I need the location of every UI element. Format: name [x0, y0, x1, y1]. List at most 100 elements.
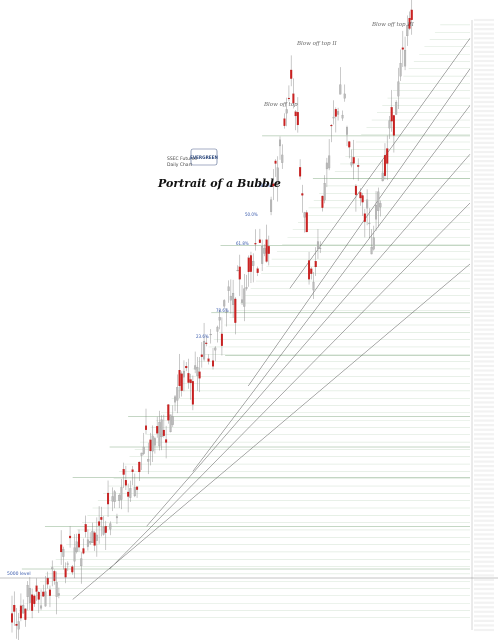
candle-body: [290, 69, 293, 79]
candle-body: [381, 172, 384, 182]
axis-tick-box: [474, 264, 494, 267]
candle-body: [24, 608, 27, 620]
candle-body: [111, 496, 114, 502]
candle-body: [11, 613, 14, 623]
candle-body: [107, 492, 110, 505]
axis-tick-box: [474, 474, 494, 477]
candle-body: [236, 270, 239, 272]
axis-tick-box: [474, 87, 494, 90]
candle-body: [223, 300, 226, 307]
candle-body: [238, 266, 241, 280]
candle-body: [95, 534, 98, 541]
candle-body: [82, 548, 85, 554]
trendlines: [72, 38, 471, 600]
axis-tick-box: [474, 114, 494, 117]
axis-tick-box: [474, 41, 494, 44]
candle-body: [343, 93, 346, 99]
axis-tick-box: [474, 237, 494, 240]
annotation-pct1: 38.2%: [258, 183, 271, 188]
candle-body: [321, 195, 324, 208]
axis-tick-box: [474, 469, 494, 472]
candle-body: [205, 342, 208, 344]
candle-body: [379, 203, 382, 208]
candle-body: [28, 587, 31, 603]
candle-body: [350, 162, 353, 166]
axis-tick-box: [474, 323, 494, 327]
candle-body: [212, 360, 215, 367]
axis-tick-box: [474, 255, 494, 258]
candle-body: [51, 567, 54, 570]
axis-tick-box: [474, 196, 494, 199]
candle-body: [375, 205, 378, 220]
candle-body: [227, 286, 230, 291]
axis-tick-box: [474, 378, 494, 381]
candle-body: [100, 517, 103, 520]
legend-line2: Daily Chart: [167, 162, 192, 168]
candle-body: [182, 370, 185, 378]
axis-tick-box: [474, 314, 494, 317]
candle-body: [35, 585, 38, 592]
candle-body: [147, 459, 150, 462]
candle-body: [145, 425, 148, 430]
candle-body: [156, 426, 159, 434]
trendline: [192, 105, 471, 472]
axis-tick-box: [474, 333, 494, 336]
candle-body: [113, 491, 116, 502]
candle-body: [66, 563, 69, 565]
axis-tick-box: [474, 455, 494, 459]
axis-tick-box: [474, 219, 494, 222]
axis-tick-box: [474, 533, 494, 536]
candle-body: [377, 191, 380, 211]
candle-body: [370, 247, 373, 255]
candle-body: [62, 549, 65, 557]
axis-tick-box: [474, 91, 494, 94]
axis-tick-box: [474, 442, 494, 445]
axis-tick-box: [474, 606, 494, 609]
candle-body: [325, 162, 328, 170]
axis-tick-box: [474, 610, 494, 613]
candle-body: [127, 491, 130, 497]
candle-body: [55, 582, 58, 597]
axis-tick-box: [474, 419, 494, 422]
candle-body: [69, 535, 72, 539]
candle-body: [214, 347, 217, 351]
axis-tick-box: [474, 410, 494, 413]
axis-tick-box: [474, 601, 494, 604]
annotation-blowoff3: Blow off top III: [371, 22, 415, 28]
candle-body: [249, 255, 252, 272]
candle-body: [133, 487, 136, 497]
candle-body: [252, 261, 255, 266]
candle-body: [171, 416, 174, 425]
candle-body: [337, 111, 340, 115]
candle-body: [285, 109, 288, 114]
axis-tick-box: [474, 405, 494, 409]
candle-body: [272, 183, 275, 187]
annotation-pct5: 23.6%: [196, 334, 209, 339]
axis-tick-box: [474, 505, 494, 509]
axis-tick-box: [474, 82, 494, 85]
candle-body: [366, 199, 369, 209]
candle-body: [408, 18, 411, 29]
axis-tick-box: [474, 546, 494, 550]
axis-tick-box: [474, 542, 494, 545]
axis-tick-box: [474, 105, 494, 108]
candle-body: [399, 63, 402, 77]
candle-body: [191, 381, 194, 405]
candle-body: [198, 371, 201, 379]
axis-tick-box: [474, 537, 494, 541]
axis-tick-box: [474, 132, 494, 135]
candle-body: [26, 585, 29, 597]
candle-body: [162, 429, 165, 436]
candle-body: [216, 326, 219, 332]
candle-body: [196, 367, 199, 377]
axis-tick-box: [474, 160, 494, 163]
candle-body: [167, 404, 170, 421]
axis-tick-box: [474, 64, 494, 67]
axis-tick-box: [474, 424, 494, 427]
chart-title: Portrait of a Bubble: [157, 177, 281, 190]
axis-tick-box: [474, 28, 494, 31]
axis-tick-box: [474, 355, 494, 358]
candle-body: [245, 287, 248, 289]
candle-body: [225, 311, 228, 313]
